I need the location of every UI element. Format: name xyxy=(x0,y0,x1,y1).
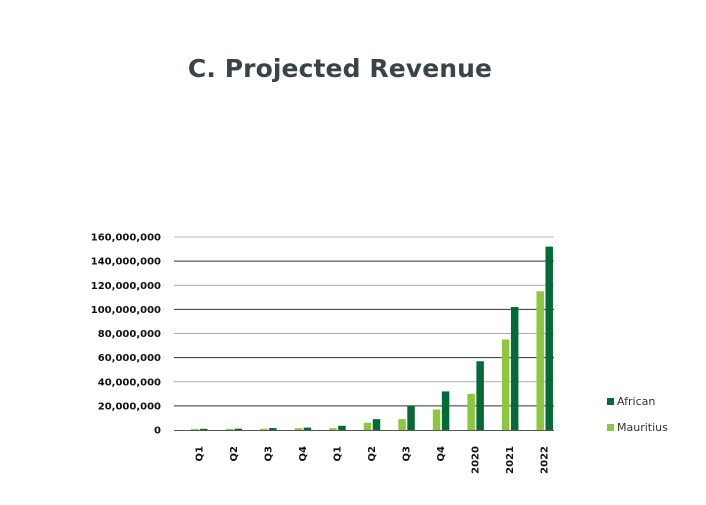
y-tick-label: 140,000,000 xyxy=(91,257,161,268)
legend-label-african: African xyxy=(617,395,655,408)
x-tick-label: Q4 xyxy=(298,446,309,462)
bar-african-3 xyxy=(303,427,312,430)
bar-african-9 xyxy=(510,306,519,430)
legend-label-mauritius: Mauritius xyxy=(617,421,668,434)
bar-mauritius-2 xyxy=(260,428,268,430)
bar-mauritius-1 xyxy=(225,428,234,430)
bar-african-10 xyxy=(545,246,553,430)
bar-african-8 xyxy=(476,361,484,430)
x-tick-label: Q1 xyxy=(194,446,205,462)
y-tick-label: 160,000,000 xyxy=(91,233,161,244)
bar-african-6 xyxy=(407,405,415,430)
bar-african-1 xyxy=(234,428,243,430)
x-tick-label: Q3 xyxy=(402,446,413,462)
chart-title: C. Projected Revenue xyxy=(187,54,493,83)
bars xyxy=(191,246,553,430)
bar-mauritius-4 xyxy=(329,428,337,430)
bar-african-7 xyxy=(441,391,450,430)
x-tick-label: Q4 xyxy=(436,446,447,462)
y-tick-label: 120,000,000 xyxy=(91,281,161,292)
bar-mauritius-3 xyxy=(294,428,303,430)
bar-mauritius-10 xyxy=(536,291,544,430)
bar-mauritius-6 xyxy=(398,419,406,430)
x-axis-ticks: Q1 Q2 Q3 Q4 Q1 Q2 Q3 Q4 2020 2021 2022 xyxy=(194,446,550,474)
x-tick-label: Q2 xyxy=(229,446,240,462)
bar-african-2 xyxy=(269,428,277,430)
legend-swatch-african xyxy=(607,398,614,405)
bar-mauritius-0 xyxy=(191,429,199,430)
bar-mauritius-8 xyxy=(467,393,475,430)
x-tick-label: Q3 xyxy=(263,446,274,462)
x-tick-label: Q2 xyxy=(367,446,378,462)
legend-swatch-mauritius xyxy=(607,424,614,431)
bar-african-4 xyxy=(338,425,346,430)
x-tick-label: 2022 xyxy=(540,446,551,474)
legend: African Mauritius xyxy=(607,395,668,434)
bar-african-5 xyxy=(372,419,381,430)
bar-mauritius-9 xyxy=(501,339,510,430)
y-tick-label: 40,000,000 xyxy=(98,377,161,388)
y-tick-label: 20,000,000 xyxy=(98,401,161,412)
x-tick-label: Q1 xyxy=(332,446,343,462)
bar-african-0 xyxy=(200,428,208,430)
y-tick-label: 80,000,000 xyxy=(98,329,161,340)
y-tick-label: 100,000,000 xyxy=(91,305,161,316)
x-tick-label: 2021 xyxy=(505,446,516,474)
y-tick-label: 0 xyxy=(154,426,161,437)
y-axis-ticks: 0 20,000,000 40,000,000 60,000,000 80,000,00… xyxy=(91,233,161,437)
bar-mauritius-5 xyxy=(363,422,372,430)
gridlines xyxy=(174,236,554,431)
x-tick-label: 2020 xyxy=(471,446,482,474)
bar-mauritius-7 xyxy=(432,409,441,430)
y-tick-label: 60,000,000 xyxy=(98,353,161,364)
